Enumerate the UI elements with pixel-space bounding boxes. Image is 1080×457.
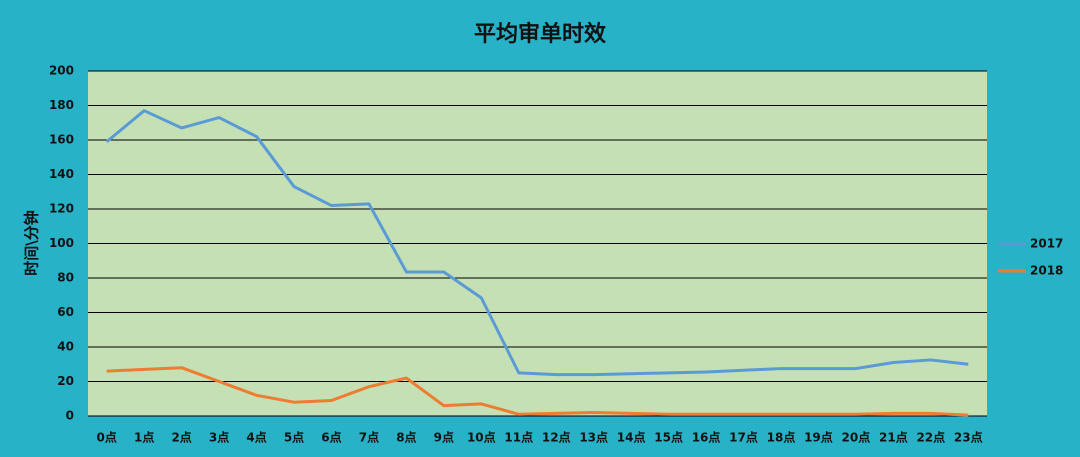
x-tick-label: 7点 [359,430,379,445]
y-tick-label: 20 [57,374,74,388]
y-tick-label: 200 [49,64,74,78]
line-series [105,109,969,377]
x-tick-label: 21点 [879,430,908,445]
x-tick-label: 15点 [654,430,683,445]
y-axis-label: 时间\分钟 [23,210,41,275]
x-tick-label: 23点 [954,430,983,445]
x-tick-label: 17点 [729,430,758,445]
y-tick-label: 40 [57,340,74,354]
x-tick-label: 8点 [396,430,416,445]
line-series [106,366,969,417]
x-tick-label: 12点 [542,430,571,445]
x-tick-label: 14点 [617,430,646,445]
y-tick-label: 160 [49,133,74,147]
y-tick-label: 60 [57,305,74,319]
y-tick-label: 80 [57,271,74,285]
x-tick-label: 16点 [692,430,721,445]
y-tick-label: 0 [66,409,74,423]
x-tick-label: 5点 [284,430,304,445]
x-tick-label: 9点 [434,430,454,445]
y-tick-label: 100 [49,236,74,250]
x-tick-label: 20点 [842,430,871,445]
x-tick-label: 19点 [804,430,833,445]
legend-label: 2017 [1030,237,1063,251]
x-tick-label: 1点 [134,430,154,445]
x-tick-label: 2点 [171,430,191,445]
x-tick-label: 22点 [916,430,945,445]
y-tick-label: 140 [49,167,74,181]
chart-title: 平均审单时效 [474,21,606,47]
x-tick-label: 4点 [246,430,266,445]
legend-label: 2018 [1030,264,1063,278]
x-tick-label: 13点 [579,430,608,445]
y-tick-label: 120 [49,202,74,216]
y-tick-label: 180 [49,98,74,112]
x-tick-label: 0点 [97,430,117,445]
x-tick-label: 11点 [504,430,533,445]
x-tick-label: 3点 [209,430,229,445]
x-tick-label: 6点 [321,430,341,445]
x-tick-label: 18点 [767,430,796,445]
x-tick-label: 10点 [467,430,496,445]
